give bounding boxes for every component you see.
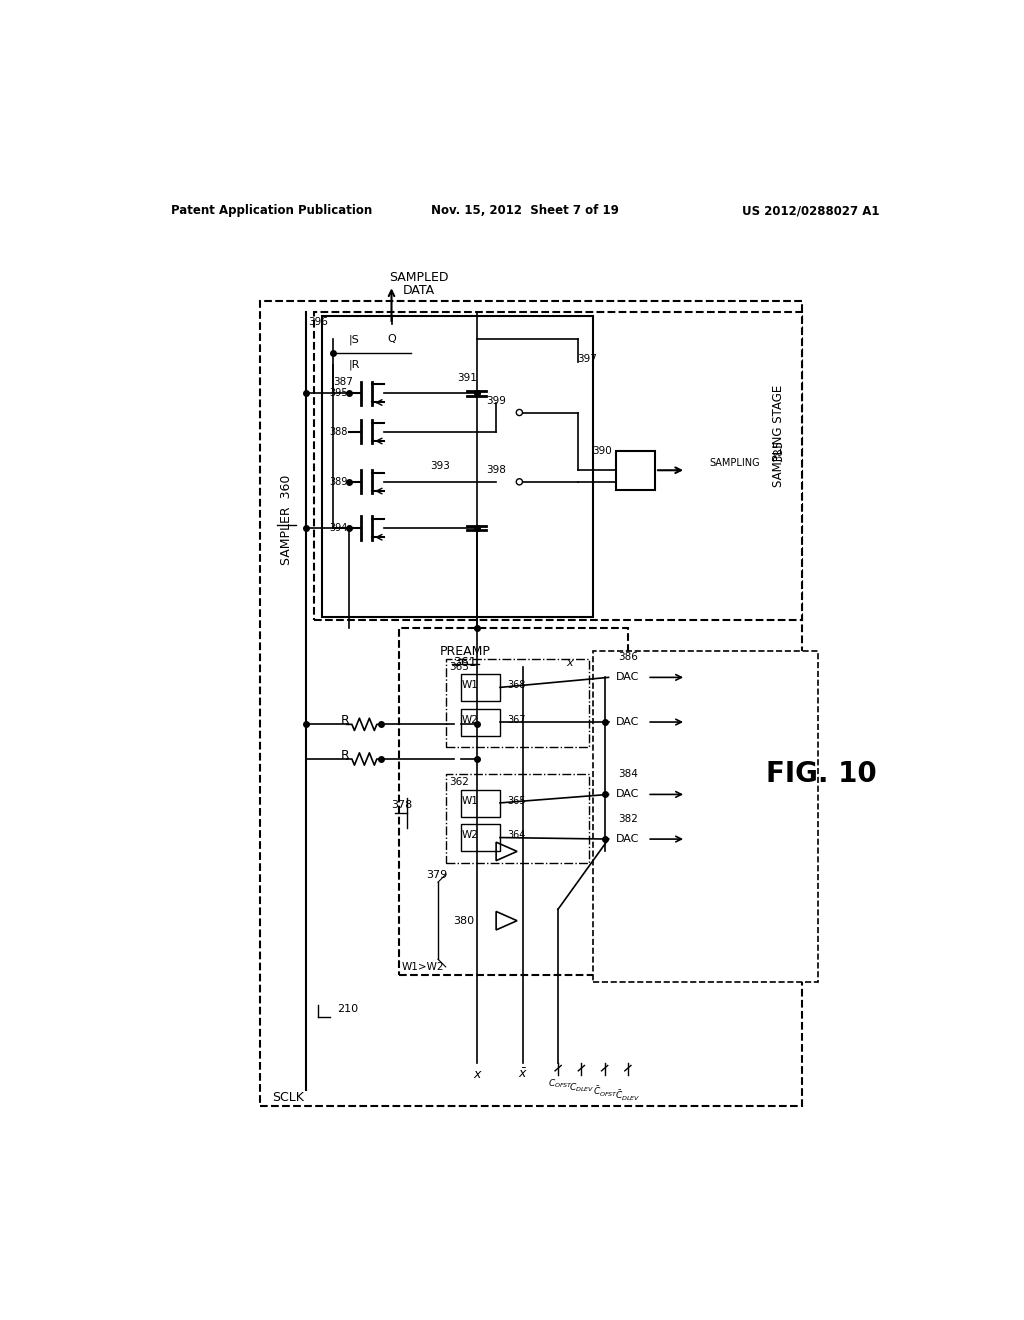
Text: 363: 363 [450,661,469,672]
Text: x: x [566,657,573,668]
Text: R: R [341,748,349,762]
Text: 382: 382 [617,814,638,824]
Text: 390: 390 [593,446,612,455]
Text: FIG. 10: FIG. 10 [766,760,877,788]
Text: 394: 394 [330,523,348,533]
Text: W2: W2 [461,830,478,841]
Text: SAMPLING: SAMPLING [710,458,760,467]
Text: 362: 362 [450,777,469,787]
Bar [608,665,647,689]
Text: 361: 361 [454,656,477,669]
Bar [314,313,802,620]
Text: 389: 389 [330,477,348,487]
Text: 384: 384 [617,770,638,779]
Text: SAMPLED: SAMPLED [389,271,449,284]
Text: DATA: DATA [402,284,434,297]
Text: W2: W2 [461,714,478,725]
Text: US 2012/0288027 A1: US 2012/0288027 A1 [742,205,880,218]
Text: 397: 397 [578,354,597,363]
Text: 386: 386 [617,652,638,663]
Bar [445,659,589,747]
Text: 380: 380 [454,916,475,925]
Text: 367: 367 [508,714,526,725]
Text: x: x [473,1068,480,1081]
Bar [450,363,578,574]
Bar [322,317,593,616]
Text: SAMPLING STAGE: SAMPLING STAGE [772,384,785,487]
Text: 364: 364 [508,830,526,841]
Text: 385: 385 [772,440,785,462]
Text: W1: W1 [461,680,478,690]
Bar [260,301,802,1106]
Bar [445,775,589,863]
Text: $\bar{x}$: $\bar{x}$ [518,1068,528,1081]
Text: DAC: DAC [616,717,640,727]
Text: DAC: DAC [616,789,640,800]
Bar [461,825,500,851]
Text: 387: 387 [334,376,353,387]
Text: 393: 393 [430,462,451,471]
Text: $C_{DLEV}$: $C_{DLEV}$ [568,1081,594,1094]
Text: Nov. 15, 2012  Sheet 7 of 19: Nov. 15, 2012 Sheet 7 of 19 [431,205,618,218]
Bar [593,651,818,982]
Text: 379: 379 [426,870,447,879]
Text: 398: 398 [486,465,506,475]
Text: 391: 391 [458,372,477,383]
Text: SAMPLER  360: SAMPLER 360 [281,475,293,565]
Bar [461,709,500,737]
Text: SCLK: SCLK [272,1092,304,1105]
Bar [608,781,647,807]
Text: |S: |S [349,334,359,345]
Bar [334,323,411,381]
Bar [461,789,500,817]
Text: 368: 368 [508,680,526,690]
Bar [339,416,432,502]
Text: 396: 396 [308,317,328,327]
Bar [461,675,500,701]
Bar [608,826,647,851]
Bar [399,628,628,974]
Text: R: R [341,714,349,727]
Text: $\bar{C}_{DLEV}$: $\bar{C}_{DLEV}$ [615,1088,641,1102]
Text: 365: 365 [508,796,526,805]
Text: 388: 388 [330,426,348,437]
Text: DAC: DAC [616,834,640,843]
Text: Patent Application Publication: Patent Application Publication [171,205,372,218]
Bar [328,374,429,590]
Text: PREAMP: PREAMP [439,644,490,657]
Text: DAC: DAC [616,672,640,682]
Text: |R: |R [349,359,360,370]
Text: 399: 399 [486,396,506,407]
Text: W1>W2: W1>W2 [401,962,443,972]
Text: $C_{OFST}$: $C_{OFST}$ [548,1077,573,1090]
Text: 210: 210 [337,1005,358,1014]
Text: $\bar{C}_{OFST}$: $\bar{C}_{OFST}$ [593,1085,618,1098]
Text: W1: W1 [461,796,478,805]
Text: 395: 395 [330,388,348,399]
Bar [616,451,655,490]
Text: Q: Q [387,334,396,345]
Bar [608,710,647,734]
Text: 378: 378 [391,800,413,810]
